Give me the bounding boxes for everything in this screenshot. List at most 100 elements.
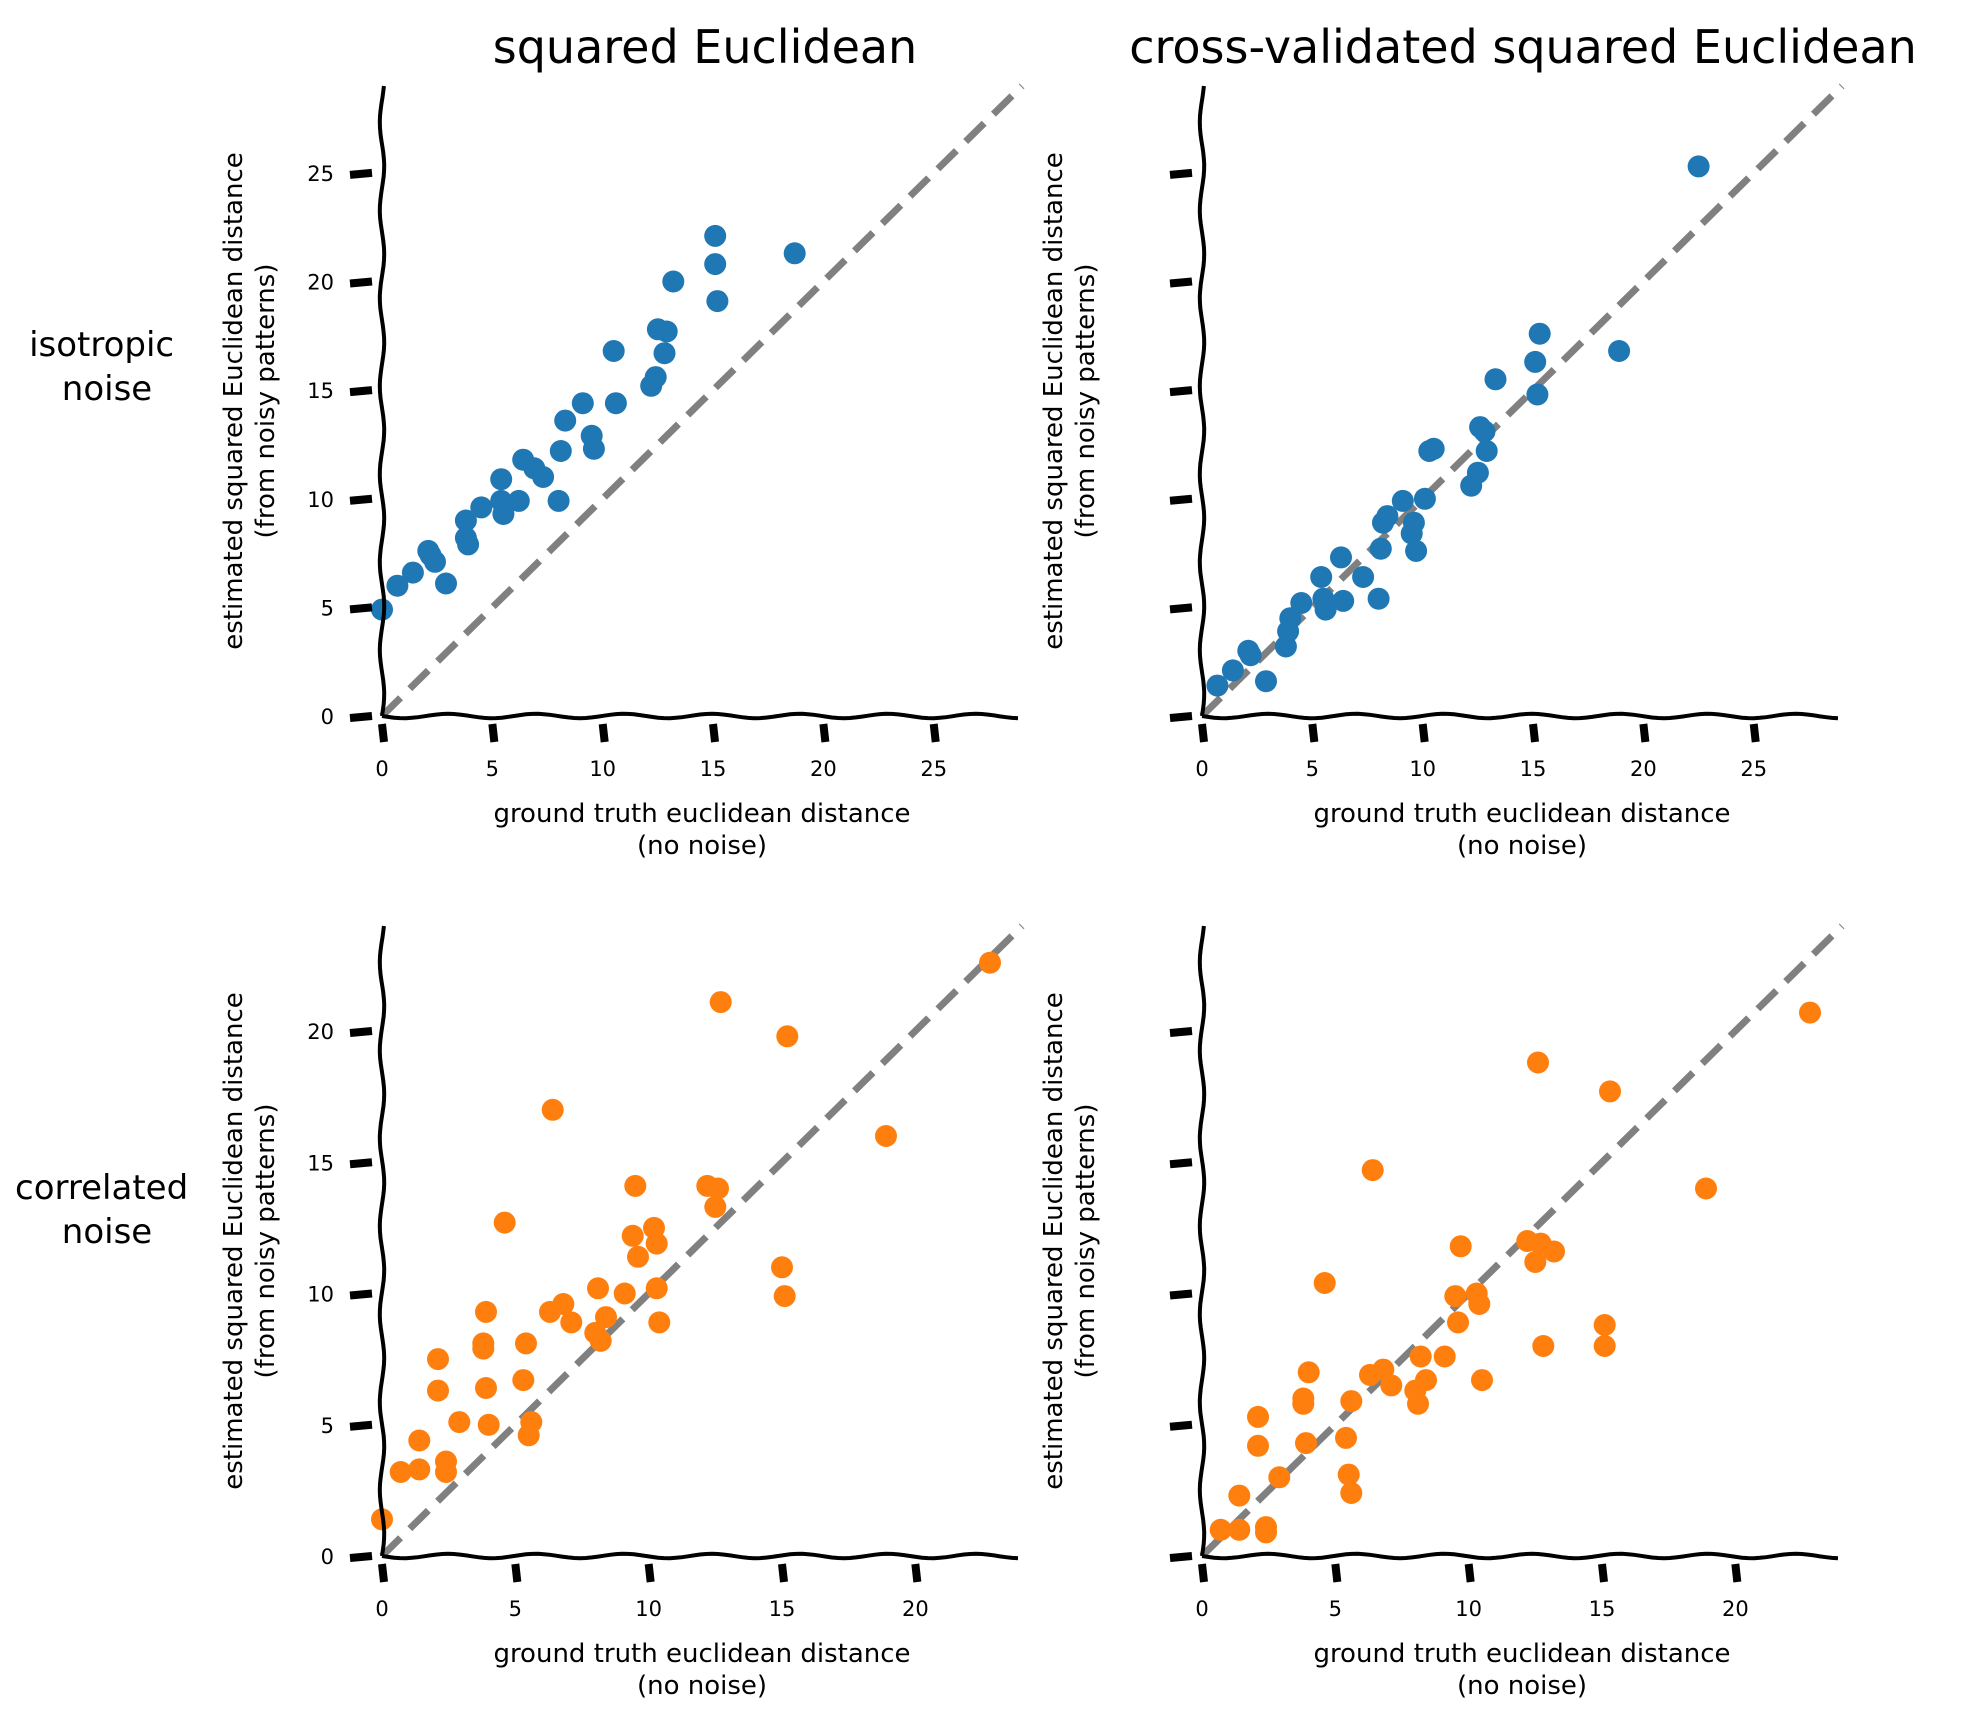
data-point [1239, 644, 1262, 667]
x-tick-mark [488, 723, 499, 743]
x-tick-label: 5 [1329, 1597, 1342, 1621]
row-label-isotropic-line1: isotropic [29, 325, 174, 365]
data-point [371, 598, 393, 621]
data-point [1471, 1369, 1493, 1392]
data-point [1524, 1251, 1547, 1273]
y-tick-label: 20 [307, 271, 334, 295]
y-axis-label-line: (from noisy patterns) [251, 264, 281, 539]
x-tick-mark [1598, 1563, 1608, 1583]
column-title-squared-euclidean: squared Euclidean [493, 20, 917, 74]
data-point [1468, 1293, 1491, 1315]
data-point [1310, 566, 1333, 588]
y-tick-mark [1169, 494, 1193, 505]
x-tick-mark [378, 723, 388, 743]
data-point [645, 1277, 668, 1300]
x-tick-mark [1198, 1563, 1208, 1583]
y-tick-mark [1169, 1158, 1193, 1169]
x-tick-label: 15 [1520, 757, 1547, 781]
identity-line [379, 923, 1025, 1559]
data-point [1484, 368, 1507, 391]
y-tick-label: 25 [307, 162, 334, 186]
data-point [386, 574, 409, 597]
data-point [653, 342, 676, 365]
y-axis-label-line: (from noisy patterns) [1071, 1104, 1101, 1379]
data-point [709, 991, 732, 1014]
data-point [1444, 1285, 1467, 1308]
x-axis-label-line: ground truth euclidean distance [1313, 1639, 1730, 1669]
data-point [389, 1461, 412, 1483]
y-tick-mark [1169, 1552, 1193, 1562]
data-point [1290, 592, 1313, 614]
column-title-cross-validated: cross-validated squared Euclidean [1129, 20, 1917, 74]
x-tick-label: 0 [1195, 757, 1208, 781]
data-point [1292, 1392, 1315, 1415]
data-point [1247, 1434, 1269, 1457]
data-point [1380, 1374, 1403, 1397]
y-tick-mark [349, 1420, 373, 1431]
x-axis-line [381, 711, 1019, 721]
data-point [1340, 1390, 1363, 1413]
data-point [1367, 587, 1390, 610]
y-axis-line [377, 925, 387, 1557]
data-point [1528, 322, 1551, 345]
x-tick-mark [778, 1563, 788, 1583]
data-point [547, 489, 570, 512]
data-point [1415, 1369, 1437, 1392]
data-point [1466, 461, 1489, 484]
x-axis-label: ground truth euclidean distance (no noise… [493, 799, 910, 861]
data-point [704, 253, 727, 276]
y-tick-label: 10 [307, 488, 334, 512]
x-tick-label: 0 [1195, 1597, 1208, 1621]
data-point [704, 1195, 727, 1218]
data-point [1297, 1361, 1320, 1384]
row-label-isotropic: isotropic noise [29, 325, 185, 409]
y-tick-mark [349, 168, 373, 179]
x-tick-label: 10 [1455, 1597, 1482, 1621]
data-point [493, 1211, 516, 1234]
data-point [1593, 1314, 1616, 1336]
data-point [875, 1125, 897, 1147]
data-point [644, 366, 667, 389]
data-point [1422, 437, 1445, 460]
x-tick-label: 15 [700, 757, 727, 781]
data-point [515, 1332, 537, 1355]
data-point [472, 1337, 495, 1360]
data-point [1526, 383, 1549, 406]
data-point [706, 290, 729, 313]
data-point [1695, 1177, 1717, 1200]
x-tick-label: 20 [902, 1597, 929, 1621]
y-tick-label: 10 [307, 1283, 334, 1307]
data-point [1335, 1426, 1357, 1449]
x-tick-label: 10 [635, 1597, 662, 1621]
y-axis-line [377, 85, 387, 717]
row-label-isotropic-line2: noise [62, 369, 152, 409]
y-tick-mark [349, 494, 373, 505]
data-point [1599, 1080, 1621, 1103]
x-axis-label: ground truth euclidean distance (no noise… [493, 1639, 910, 1701]
x-axis-label-line: (no noise) [1457, 1671, 1587, 1701]
x-tick-mark [1331, 1563, 1342, 1583]
data-point [1527, 1051, 1549, 1074]
identity-line [1199, 83, 1845, 719]
x-tick-mark [1308, 723, 1319, 743]
y-tick-label: 15 [307, 379, 334, 403]
data-point [1209, 1518, 1232, 1541]
data-point [475, 1377, 497, 1399]
data-point [1413, 487, 1436, 510]
data-point [1268, 1466, 1291, 1489]
data-point [1402, 511, 1425, 534]
x-tick-mark [929, 723, 940, 743]
y-tick-mark [1169, 712, 1193, 722]
y-axis-label-line: estimated squared Euclidean distance [1039, 992, 1069, 1490]
data-point [655, 320, 678, 343]
y-axis-label-line: estimated squared Euclidean distance [1039, 152, 1069, 650]
data-point [507, 489, 530, 512]
data-point [435, 1461, 457, 1483]
data-point [1332, 589, 1355, 612]
y-tick-label: 15 [307, 1151, 334, 1175]
data-point [470, 496, 493, 519]
data-point [1473, 420, 1496, 443]
y-tick-mark [349, 1552, 373, 1562]
data-point [1543, 1240, 1565, 1263]
